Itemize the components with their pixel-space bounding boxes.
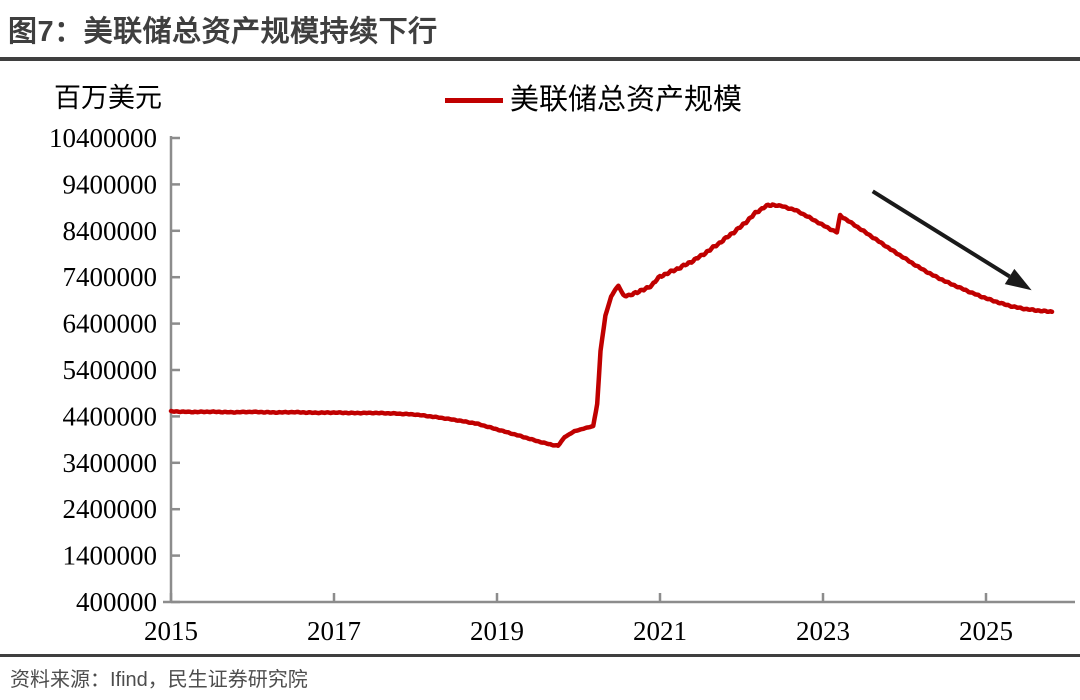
y-axis-tick-label: 1400000	[63, 541, 158, 571]
figure-header: 图7：美联储总资产规模持续下行	[0, 0, 1080, 61]
y-axis-tick-label: 7400000	[63, 262, 158, 292]
legend-label: 美联储总资产规模	[510, 84, 743, 116]
footer-divider	[0, 654, 1080, 657]
x-axis-tick-label: 2021	[633, 616, 687, 646]
chart-legend: 美联储总资产规模	[445, 84, 742, 116]
figure-title: 图7：美联储总资产规模持续下行	[8, 16, 438, 48]
title-divider	[0, 57, 1080, 61]
x-axis-tick-label: 2017	[307, 616, 361, 646]
y-axis-tick-label: 400000	[76, 587, 157, 617]
y-axis-unit-label: 百万美元	[54, 83, 162, 113]
y-axis-tick-label: 2400000	[63, 494, 158, 524]
downtrend-arrow-shaft	[871, 189, 1011, 279]
y-axis-tick-label: 9400000	[63, 169, 158, 199]
y-axis-tick-label: 5400000	[63, 355, 158, 385]
y-axis-tick-label: 8400000	[63, 216, 158, 246]
source-attribution: 资料来源：Ifind，民生证券研究院	[10, 669, 308, 691]
y-axis-tick-label: 6400000	[63, 309, 158, 339]
y-axis-tick-label: 3400000	[63, 448, 158, 478]
x-axis-tick-label: 2023	[796, 616, 850, 646]
x-axis-tick-label: 2019	[470, 616, 524, 646]
x-axis-tick-label: 2025	[959, 616, 1013, 646]
downtrend-arrow-head	[1004, 268, 1032, 291]
legend-line-marker	[445, 97, 503, 103]
y-axis-tick-label: 4400000	[63, 401, 158, 431]
y-axis-tick-label: 10400000	[49, 123, 157, 153]
fed-assets-line	[168, 202, 1055, 448]
x-axis-tick-label: 2015	[144, 616, 198, 646]
